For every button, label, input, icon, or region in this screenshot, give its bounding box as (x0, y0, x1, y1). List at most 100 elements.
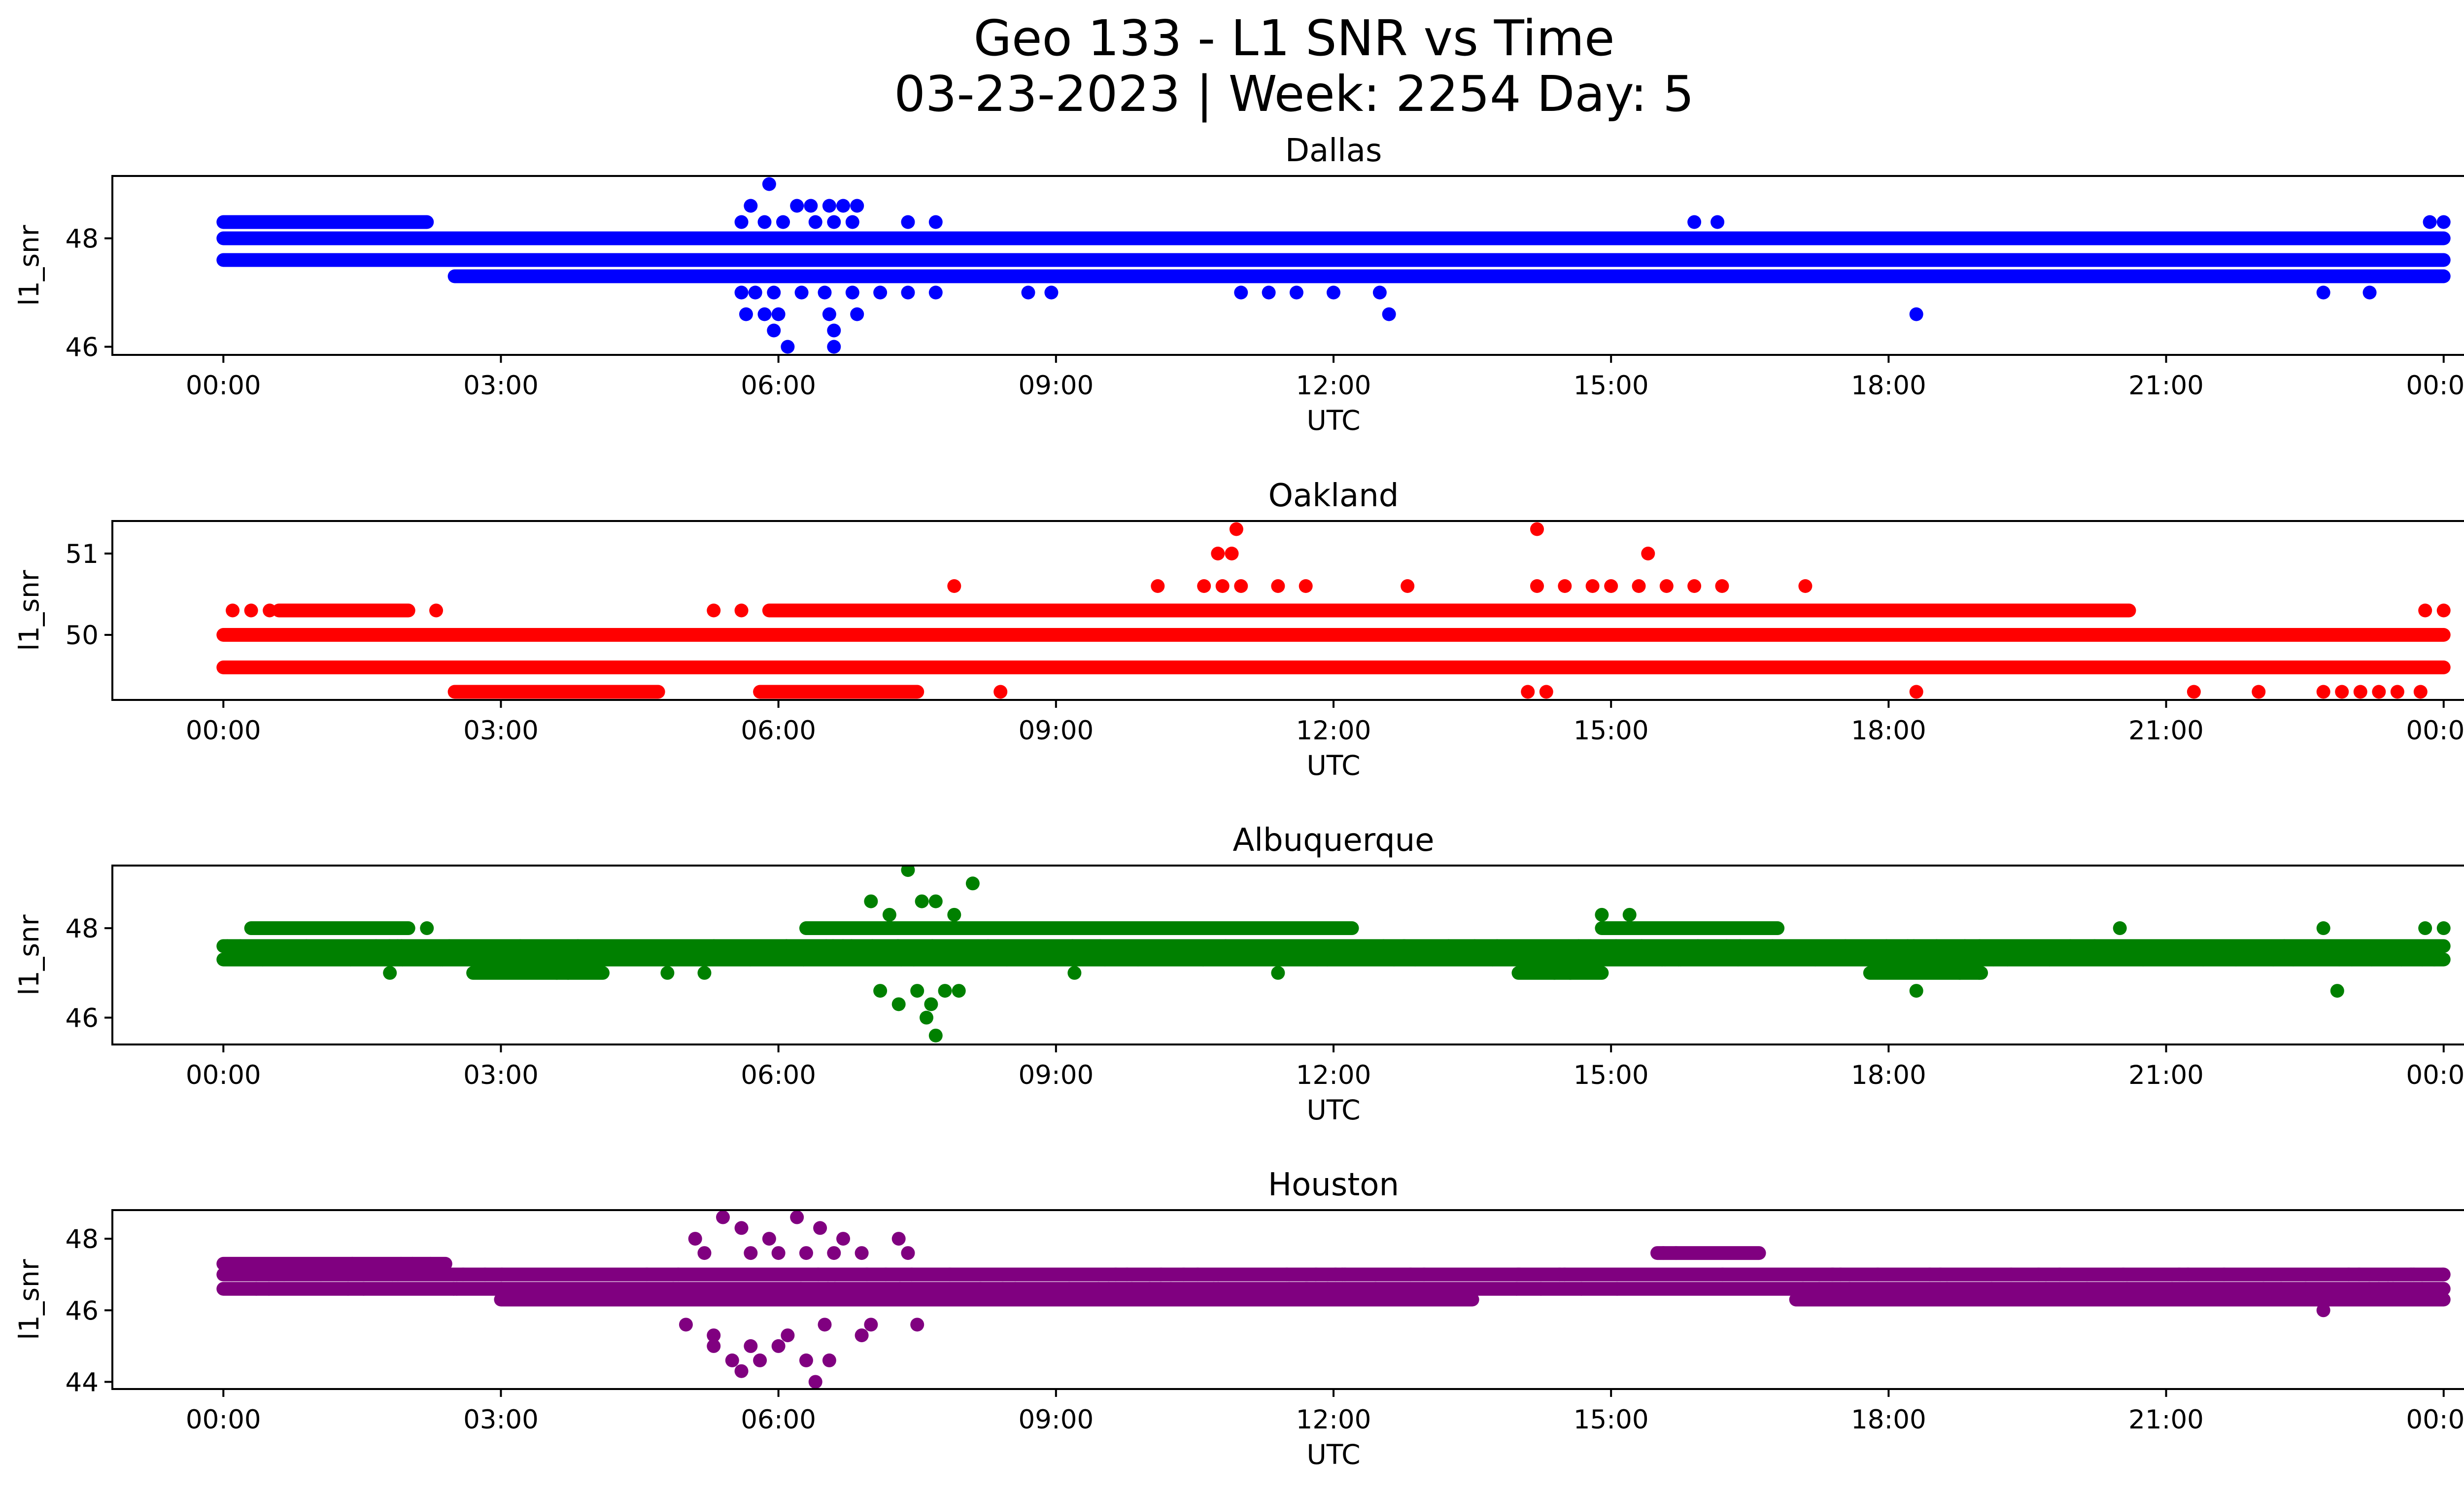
scatter-point (2436, 603, 2451, 618)
scatter-point (383, 966, 397, 980)
scatter-point (995, 253, 1009, 267)
scatter-point (1796, 1282, 1810, 1296)
scatter-point (285, 231, 299, 245)
scatter-point (1534, 1282, 1548, 1296)
scatter-point (1131, 952, 1145, 967)
scatter-point (2390, 231, 2404, 245)
scatter-point (1410, 1292, 1424, 1307)
scatter-point (952, 984, 966, 998)
scatter-point (241, 215, 255, 229)
scatter-point (711, 628, 725, 642)
scatter-point (1677, 921, 1692, 936)
y-tick-label: 50 (66, 621, 99, 651)
scatter-point (1338, 1292, 1352, 1307)
scatter-point (283, 661, 298, 674)
scatter-point (1062, 1282, 1076, 1296)
scatter-point (225, 1267, 239, 1282)
scatter-point (2425, 253, 2439, 267)
y-tick-label: 44 (66, 1367, 99, 1397)
scatter-point (1691, 939, 1705, 953)
scatter-point (1320, 1282, 1335, 1296)
scatter-point (762, 177, 776, 191)
scatter-point (1513, 603, 1528, 618)
y-axis-label: l1_snr (13, 914, 45, 995)
scatter-point (947, 907, 961, 922)
scatter-point (600, 253, 614, 267)
scatter-point (894, 952, 908, 967)
x-tick-label: 03:00 (463, 1060, 539, 1090)
scatter-point (804, 199, 818, 213)
scatter-point (256, 952, 270, 967)
scatter-point (394, 1256, 408, 1271)
scatter-point (2004, 1267, 2019, 1282)
scatter-point (269, 215, 283, 229)
scatter-point (1300, 628, 1314, 642)
scatter-point (263, 603, 277, 618)
scatter-point (1000, 952, 1014, 967)
scatter-point (1376, 939, 1391, 953)
scatter-point (2181, 1267, 2195, 1282)
scatter-point (377, 253, 391, 267)
scatter-point (1744, 628, 1758, 642)
scatter-point (1370, 269, 1384, 283)
scatter-point (794, 1282, 808, 1296)
scatter-point (1579, 269, 1594, 283)
scatter-point (1253, 603, 1267, 618)
figure-title-line2: 03-23-2023 | Week: 2254 Day: 5 (894, 65, 1694, 123)
scatter-point (2372, 685, 2386, 699)
scatter-point (1685, 231, 1700, 245)
scatter-point (1267, 253, 1281, 267)
scatter-point (2088, 939, 2102, 953)
scatter-point (2129, 253, 2144, 267)
x-tick-label: 18:00 (1851, 716, 1926, 746)
scatter-point (1310, 952, 1324, 967)
scatter-point (1154, 1267, 1168, 1282)
scatter-point (925, 939, 940, 953)
scatter-point (1929, 939, 1944, 953)
scatter-point (2053, 1267, 2067, 1282)
scatter-point (1282, 628, 1297, 642)
scatter-point (1530, 522, 1544, 536)
scatter-point (865, 939, 880, 953)
scatter-point (1595, 907, 1609, 922)
scatter-point (2342, 1267, 2356, 1282)
scatter-point (679, 1318, 693, 1332)
scatter-point (2010, 628, 2024, 642)
scatter-point (1585, 579, 1600, 593)
scatter-point (1711, 215, 1725, 229)
scatter-point (901, 215, 915, 229)
scatter-point (2430, 231, 2444, 245)
scatter-point (2358, 661, 2372, 674)
x-tick-label: 09:00 (1018, 1060, 1094, 1090)
scatter-point (2393, 253, 2407, 267)
scatter-point (1408, 952, 1422, 967)
scatter-point (1468, 939, 1482, 953)
scatter-point (1262, 661, 1276, 674)
scatter-point (848, 921, 862, 936)
x-tick-label: 21:00 (2128, 1405, 2204, 1435)
scatter-point (808, 215, 822, 229)
scatter-point (943, 1267, 957, 1282)
scatter-point (829, 685, 843, 699)
scatter-point (2039, 1282, 2053, 1296)
scatter-point (1530, 579, 1544, 593)
scatter-point (850, 307, 864, 321)
scatter-point (2227, 1292, 2241, 1307)
scatter-point (2167, 661, 2182, 674)
scatter-point (2436, 1267, 2450, 1282)
scatter-point (1693, 253, 1708, 267)
scatter-point (910, 1318, 924, 1332)
scatter-point (1498, 603, 1512, 618)
scatter-point (1622, 907, 1637, 922)
scatter-point (836, 1232, 851, 1246)
scatter-point (1583, 939, 1598, 953)
scatter-point (244, 603, 258, 618)
scatter-point (1254, 253, 1268, 267)
scatter-point (873, 984, 888, 998)
scatter-point (1525, 628, 1539, 642)
scatter-point (1656, 1246, 1671, 1260)
x-tick-label: 03:00 (463, 1405, 539, 1435)
scatter-point (1032, 628, 1046, 642)
scatter-point (734, 285, 749, 300)
scatter-point (1108, 1267, 1123, 1282)
